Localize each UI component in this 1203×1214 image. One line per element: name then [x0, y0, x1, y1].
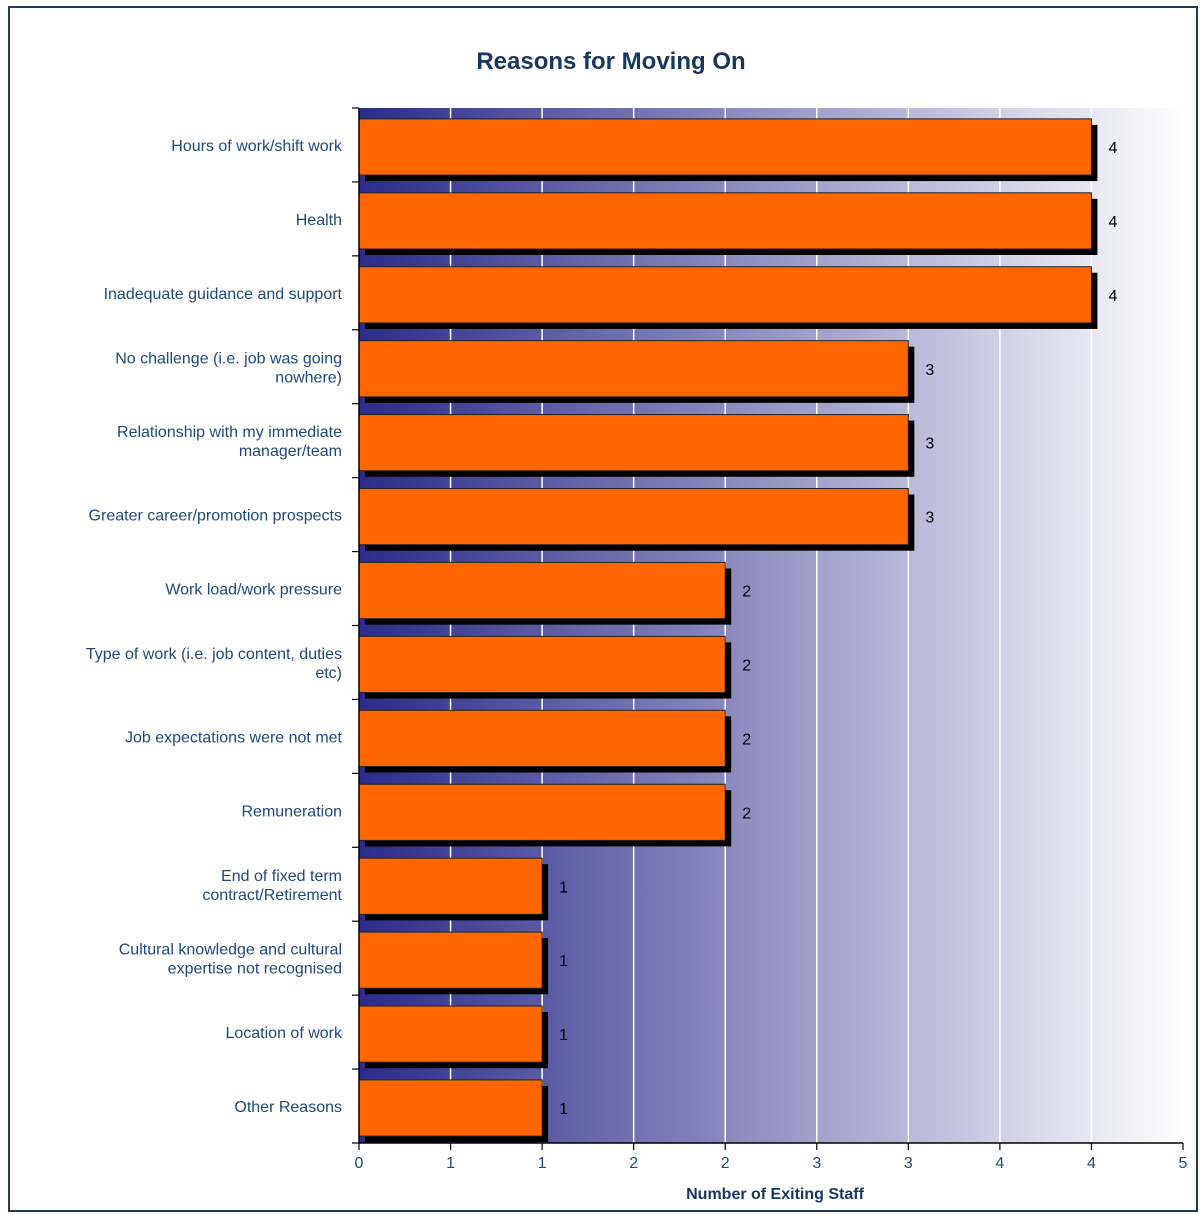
bar: [358, 931, 543, 989]
category-label: No challenge (i.e. job was going nowhere): [115, 350, 342, 386]
chart-title: Reasons for Moving On: [476, 48, 745, 75]
data-label: 4: [1108, 214, 1117, 231]
category-label: Work load/work pressure: [165, 582, 342, 599]
data-label: 1: [559, 953, 568, 970]
data-label: 2: [742, 805, 751, 822]
x-tick-label: 0: [355, 1155, 364, 1172]
axes: [352, 107, 1184, 1150]
x-tick-label: 3: [812, 1155, 821, 1172]
data-label: 3: [925, 436, 934, 453]
bar: [358, 192, 1092, 250]
data-label: 3: [925, 510, 934, 527]
category-label: Type of work (i.e. job content, duties et…: [86, 646, 342, 682]
data-label: 4: [1108, 140, 1117, 157]
category-label: Hours of work/shift work: [171, 138, 343, 155]
x-tick-label: 1: [446, 1155, 455, 1172]
data-label: 1: [559, 1101, 568, 1118]
x-tick-label: 2: [721, 1155, 730, 1172]
bar: [358, 1079, 543, 1137]
category-label: Other Reasons: [234, 1099, 342, 1116]
bar: [358, 266, 1092, 324]
data-label: 1: [559, 879, 568, 896]
bar: [358, 1005, 543, 1063]
category-label: Health: [296, 212, 342, 229]
x-tick-label: 4: [1087, 1155, 1096, 1172]
bar: [358, 488, 909, 546]
bar: [358, 635, 726, 694]
category-label: Cultural knowledge and cultural expertise…: [119, 942, 342, 978]
bar: [358, 414, 909, 472]
category-label: Relationship with my immediate manager/te…: [117, 424, 342, 460]
x-tick-label: 4: [995, 1155, 1004, 1172]
data-label: 3: [925, 362, 934, 379]
category-label: Inadequate guidance and support: [104, 286, 343, 303]
data-label: 2: [742, 657, 751, 674]
bar: [358, 340, 909, 398]
bar: [358, 118, 1092, 176]
data-label: 2: [742, 584, 751, 601]
category-label: End of fixed term contract/Retirement: [202, 868, 342, 904]
x-tick-labels: 0 1 1 2 2 3 3 4 4 5: [355, 1155, 1188, 1172]
category-label: Greater career/promotion prospects: [89, 508, 342, 525]
data-label: 4: [1108, 288, 1117, 305]
category-label: Remuneration: [242, 803, 343, 820]
category-labels: Hours of work/shift work Health Inadequate…: [86, 138, 343, 1116]
data-label: 1: [559, 1027, 568, 1044]
category-label: Job expectations were not met: [125, 729, 343, 746]
x-tick-label: 1: [538, 1155, 547, 1172]
data-label: 2: [742, 731, 751, 748]
bar: [358, 709, 726, 767]
bar: [358, 783, 726, 841]
x-axis-title: Number of Exiting Staff: [686, 1186, 864, 1203]
category-label: Location of work: [225, 1025, 343, 1042]
bar: [358, 561, 726, 620]
bar: [358, 857, 543, 915]
x-tick-label: 5: [1179, 1155, 1188, 1172]
x-tick-label: 2: [629, 1155, 638, 1172]
bars: 4 4 4 3 3 3 2 2 2 2 1 1 1 1: [358, 118, 1117, 1143]
x-tick-label: 3: [904, 1155, 913, 1172]
